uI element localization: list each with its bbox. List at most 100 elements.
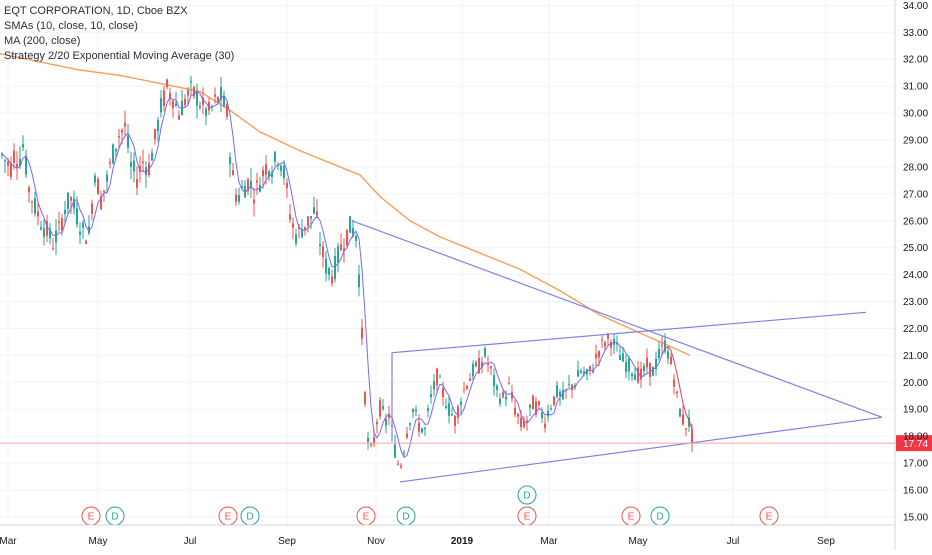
y-tick-label: 25.00 xyxy=(903,243,928,254)
candle-body xyxy=(214,94,216,97)
candle-body xyxy=(250,180,252,187)
candle-body xyxy=(289,214,291,220)
candle-body xyxy=(247,178,249,192)
candle-body xyxy=(637,367,639,383)
candle-body xyxy=(313,207,315,214)
candle-body xyxy=(421,428,423,433)
candle-body xyxy=(196,91,198,106)
candle-body xyxy=(424,428,426,430)
candle-body xyxy=(514,408,516,415)
candle-body xyxy=(622,353,624,362)
candle-body xyxy=(1,153,3,156)
candle-body xyxy=(379,400,381,417)
candle-body xyxy=(550,408,552,410)
candle-body xyxy=(13,150,15,163)
candle-body xyxy=(37,211,39,217)
x-tick-label: Sep xyxy=(278,536,296,547)
event-label: D xyxy=(402,512,409,523)
candle-body xyxy=(121,129,123,133)
candle-body xyxy=(16,163,18,167)
candle-body xyxy=(469,378,471,381)
candle-body xyxy=(67,192,69,209)
candle-body xyxy=(52,247,54,249)
candle-body xyxy=(475,362,477,367)
event-label: D xyxy=(656,512,663,523)
legend-strategy[interactable]: Strategy 2/20 Exponential Moving Average… xyxy=(4,50,235,62)
candle-body xyxy=(397,463,399,465)
candle-body xyxy=(187,90,189,96)
candle-body xyxy=(631,373,633,377)
legend: EQT CORPORATION, 1D, Cboe BZX SMAs (10, … xyxy=(4,4,234,64)
y-tick-label: 26.00 xyxy=(903,216,928,227)
candle-body xyxy=(268,171,270,177)
candle-body xyxy=(682,414,684,425)
candle-body xyxy=(511,392,513,399)
legend-sma[interactable]: SMAs (10, close, 10, close) xyxy=(4,20,138,32)
legend-ma[interactable]: MA (200, close) xyxy=(4,35,81,47)
ma200-layer xyxy=(0,53,691,357)
candle-body xyxy=(34,198,36,214)
candle-body xyxy=(556,385,558,398)
y-tick-label: 22.00 xyxy=(903,324,928,335)
candle-body xyxy=(94,175,96,183)
candle-body xyxy=(670,356,672,365)
event-label: D xyxy=(111,512,118,523)
candle-body xyxy=(103,190,105,192)
candle-body xyxy=(64,209,66,215)
candle-body xyxy=(319,244,321,247)
candle-body xyxy=(592,370,594,373)
candle-body xyxy=(490,366,492,369)
candle-body xyxy=(22,144,24,148)
candle-body xyxy=(418,423,420,432)
candle-body xyxy=(628,358,630,372)
candle-body xyxy=(55,230,57,243)
candle-body xyxy=(79,231,81,235)
candle-body xyxy=(442,388,444,397)
candle-body xyxy=(130,162,132,167)
last-price-label: 17.74 xyxy=(903,439,928,450)
candle-body xyxy=(388,413,390,419)
legend-symbol[interactable]: EQT CORPORATION, 1D, Cboe BZX xyxy=(4,5,188,17)
x-tick-label: Mar xyxy=(0,536,17,547)
candle-body xyxy=(82,222,84,228)
candle-body xyxy=(274,151,276,162)
candle-body xyxy=(307,216,309,226)
candle-body xyxy=(166,79,168,88)
candle-body xyxy=(61,218,63,231)
candle-body xyxy=(49,228,51,239)
candle-body xyxy=(394,444,396,458)
y-tick-label: 29.00 xyxy=(903,136,928,147)
candle-body xyxy=(70,197,72,201)
candle-body xyxy=(310,216,312,219)
candle-body xyxy=(406,433,408,438)
candle-body xyxy=(676,391,678,394)
candle-body xyxy=(562,390,564,399)
candle-body xyxy=(508,383,510,385)
candle-body xyxy=(436,368,438,386)
candle-body xyxy=(361,327,363,339)
candle-body xyxy=(295,234,297,244)
candle-body xyxy=(652,367,654,376)
candle-body xyxy=(91,203,93,214)
candle-body xyxy=(367,437,369,443)
trendline-layer[interactable] xyxy=(351,220,883,483)
candle-body xyxy=(127,135,129,148)
candle-body xyxy=(73,198,75,209)
candle-body xyxy=(607,334,609,339)
last-price-layer: 17.74 xyxy=(0,435,932,452)
candle-body xyxy=(640,368,642,380)
candle-body xyxy=(577,369,579,377)
candle-body xyxy=(634,374,636,380)
candle-body xyxy=(19,158,21,167)
candle-body xyxy=(256,180,258,183)
candle-body xyxy=(97,178,99,195)
event-layer[interactable]: E D E D E DDE E D E xyxy=(81,485,779,526)
candle-body xyxy=(76,208,78,225)
x-tick-label: 2019 xyxy=(451,536,474,547)
candle-body xyxy=(10,163,12,177)
candle-body xyxy=(541,412,543,419)
candle-body xyxy=(523,420,525,427)
